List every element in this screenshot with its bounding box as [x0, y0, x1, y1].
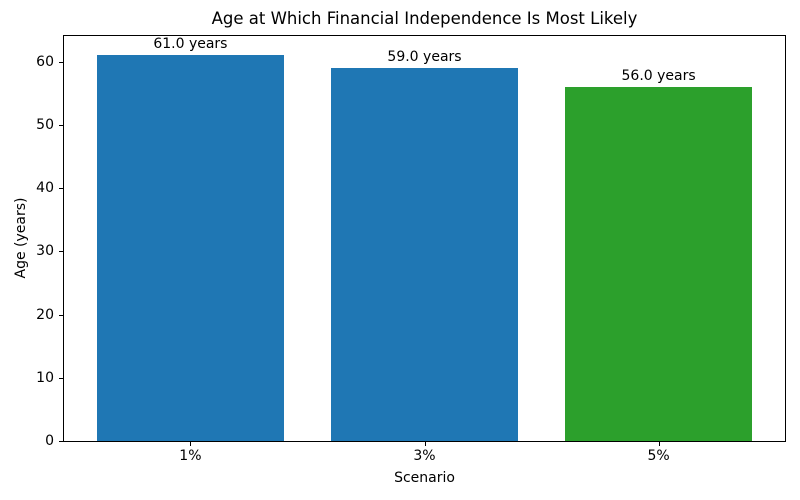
y-tick-label: 10 [36, 369, 54, 386]
y-tick-label: 30 [36, 243, 54, 260]
y-tick-label: 60 [36, 53, 54, 70]
bar-value-label: 56.0 years [621, 67, 696, 84]
y-tick-mark [59, 188, 63, 190]
y-tick-mark [59, 124, 63, 126]
x-tick-label: 1% [179, 448, 202, 464]
y-tick-label: 0 [45, 433, 54, 449]
y-tick-mark [59, 314, 63, 316]
y-tick-mark [59, 441, 63, 442]
y-axis-label: Age (years) [13, 197, 29, 279]
x-tick-mark [424, 442, 426, 446]
bar-value-label: 61.0 years [153, 36, 228, 53]
bar-1% [96, 55, 285, 441]
bar-5% [564, 86, 753, 441]
y-tick-label: 40 [36, 180, 54, 197]
y-tick-mark [59, 61, 63, 63]
y-tick-mark [59, 377, 63, 379]
y-tick-mark [59, 251, 63, 253]
x-tick-label: 3% [413, 448, 436, 464]
y-tick-label: 20 [36, 306, 54, 323]
plot-area: 61.0 years 1% 59.0 years 3% 56.0 years 5% 0 10 2… [36, 35, 786, 464]
x-tick-label: 5% [647, 448, 670, 464]
chart-title: Age at Which Financial Independence Is M… [211, 9, 638, 28]
y-tick-label: 50 [36, 116, 54, 133]
x-axis-label: Scenario [394, 470, 455, 486]
bar-value-label: 59.0 years [387, 48, 462, 65]
x-tick-mark [190, 442, 192, 446]
x-tick-mark [658, 442, 660, 446]
bar-3% [330, 67, 519, 441]
